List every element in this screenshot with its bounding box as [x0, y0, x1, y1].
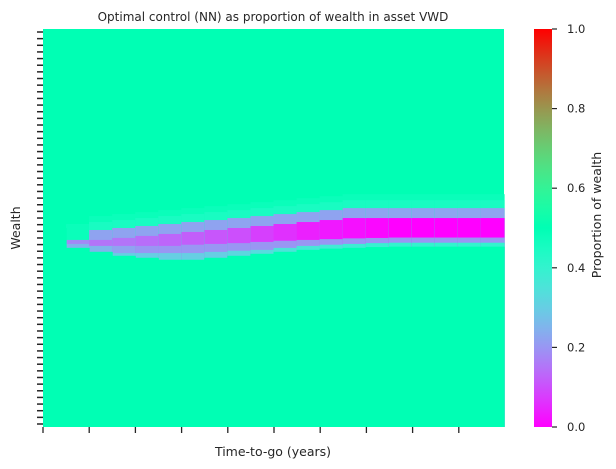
heatmap-cell [365, 247, 390, 427]
colorbar-tick-label: 0.2 [567, 340, 585, 354]
heatmap-cell [43, 228, 67, 427]
colorbar-tick-label: 0.4 [567, 261, 585, 275]
heatmap-cell [319, 248, 344, 427]
colorbar [534, 29, 552, 427]
colorbar-tick-label: 0.6 [567, 181, 585, 195]
colorbar-tick-label: 1.0 [567, 22, 585, 36]
heatmap-cell [388, 246, 413, 427]
colorbar-tick-label: 0.8 [567, 102, 585, 116]
chart-title: Optimal control (NN) as proportion of we… [98, 10, 449, 24]
heatmap-cell [112, 255, 136, 427]
y-axis-label: Wealth [8, 206, 23, 249]
colorbar-ticks: 0.0 0.2 0.4 0.6 0.8 1.0 [552, 22, 585, 434]
heatmap-cell [480, 246, 505, 427]
heatmap-cell [296, 249, 321, 427]
heatmap-cell [181, 259, 205, 427]
heatmap-cell [342, 247, 367, 427]
colorbar-label: Proportion of wealth [589, 152, 604, 278]
heatmap-cell [250, 253, 275, 427]
colorbar-tick-label: 0.0 [567, 420, 585, 434]
heatmap-cell [434, 246, 459, 427]
x-axis-ticks [42, 427, 460, 433]
heatmap-cell [273, 251, 298, 427]
heatmap-cell [135, 257, 159, 427]
heatmap-cell [227, 255, 252, 427]
heatmap-cell [158, 259, 182, 427]
heatmap-cells [43, 29, 505, 427]
heatmap-cell [204, 257, 228, 427]
heatmap-cell [66, 247, 90, 427]
x-axis-label: Time-to-go (years) [214, 444, 331, 459]
heatmap-cell [411, 246, 436, 427]
heatmap-cell [457, 246, 482, 427]
heatmap-cell [89, 251, 113, 427]
y-axis-ticks [37, 31, 43, 425]
